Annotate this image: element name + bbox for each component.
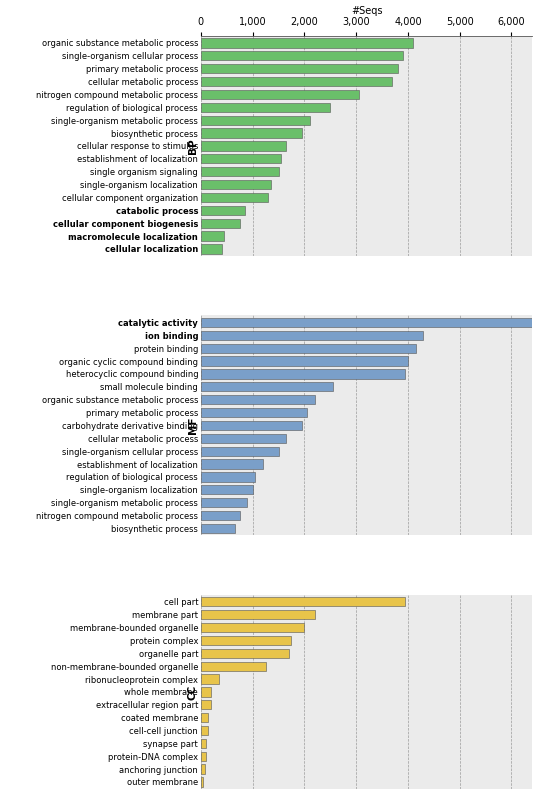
- Bar: [201, 700, 211, 709]
- Bar: [201, 128, 302, 138]
- Bar: [201, 636, 292, 645]
- Bar: [201, 511, 239, 520]
- Bar: [201, 524, 235, 533]
- Bar: [201, 331, 424, 340]
- Bar: [201, 434, 286, 443]
- Bar: [201, 218, 239, 228]
- Bar: [201, 318, 543, 327]
- Text: CC: CC: [187, 685, 198, 700]
- Bar: [201, 395, 315, 404]
- Bar: [201, 193, 268, 202]
- Bar: [201, 167, 279, 176]
- Bar: [201, 64, 397, 73]
- Bar: [201, 116, 310, 125]
- Bar: [201, 408, 307, 417]
- Bar: [201, 739, 206, 748]
- Bar: [201, 649, 289, 658]
- Bar: [201, 369, 405, 379]
- Bar: [201, 154, 281, 163]
- Bar: [201, 473, 255, 481]
- Bar: [201, 498, 248, 508]
- Bar: [201, 597, 405, 607]
- Bar: [201, 344, 416, 353]
- Bar: [201, 459, 263, 469]
- Bar: [201, 662, 266, 671]
- Bar: [201, 674, 219, 684]
- Bar: [201, 777, 204, 787]
- Bar: [201, 610, 315, 619]
- Bar: [201, 764, 205, 774]
- Bar: [201, 485, 252, 494]
- Bar: [201, 713, 208, 722]
- Bar: [201, 231, 224, 241]
- Bar: [201, 726, 207, 735]
- Text: BP: BP: [187, 138, 198, 154]
- Bar: [201, 38, 413, 48]
- X-axis label: #Seqs: #Seqs: [351, 6, 382, 16]
- Bar: [201, 245, 222, 253]
- Bar: [201, 752, 206, 761]
- Text: MF: MF: [187, 417, 198, 434]
- Bar: [201, 206, 245, 215]
- Bar: [201, 180, 271, 189]
- Bar: [201, 141, 286, 151]
- Bar: [201, 446, 279, 456]
- Bar: [201, 103, 330, 112]
- Bar: [201, 51, 403, 61]
- Bar: [201, 382, 333, 391]
- Bar: [201, 356, 408, 366]
- Bar: [201, 687, 211, 697]
- Bar: [201, 90, 359, 99]
- Bar: [201, 623, 305, 632]
- Bar: [201, 77, 393, 86]
- Bar: [201, 421, 302, 430]
